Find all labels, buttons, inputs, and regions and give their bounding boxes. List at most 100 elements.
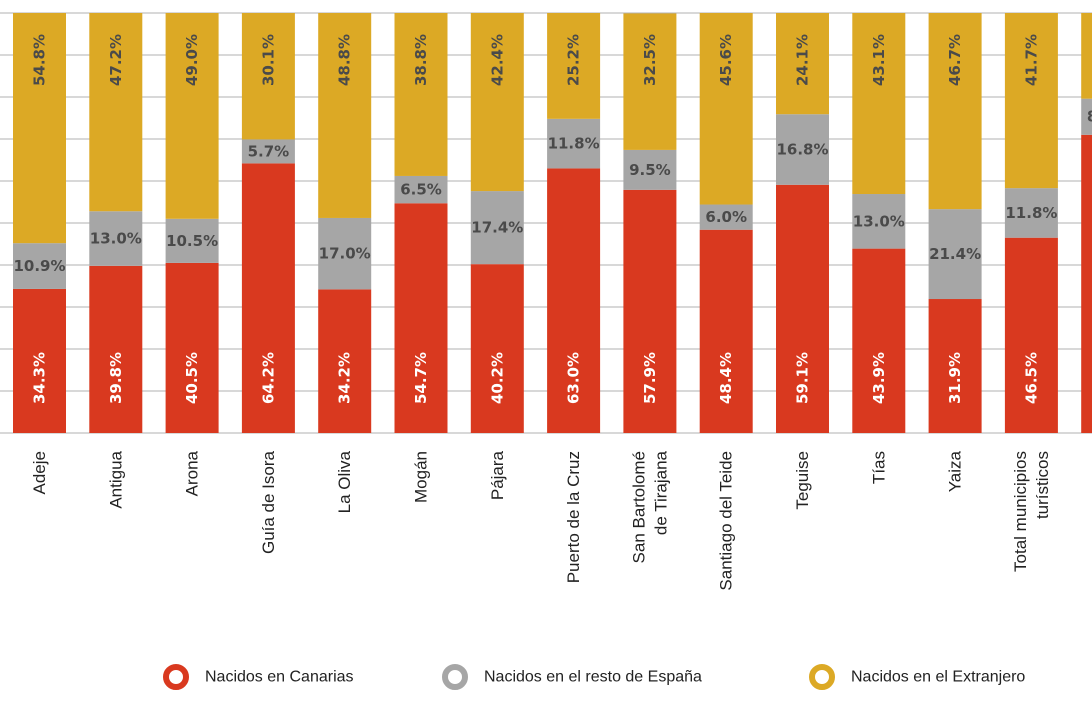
bar-value-label: 41.7% (1022, 34, 1040, 86)
bar-segment (470, 13, 524, 192)
bar-value-label: 46.7% (946, 34, 964, 86)
bar-segment (776, 184, 829, 433)
legend: Nacidos en Canarias Nacidos en el resto d… (163, 664, 1025, 690)
bar-segment (394, 203, 448, 433)
category-label: Pájara (488, 450, 507, 500)
bar-value-label: 43.1% (870, 34, 888, 86)
category-label: Mogán (412, 451, 431, 503)
category-label: Total municipios (1011, 451, 1030, 572)
legend-label: Nacidos en Canarias (205, 669, 354, 686)
bar-value-label: 47.2% (107, 34, 125, 86)
bar-segment (852, 13, 906, 195)
bar-value-label: 11.8% (548, 135, 600, 153)
bar-value-label: 39.8% (107, 352, 125, 404)
bar-segment (470, 191, 524, 265)
bar-segment (928, 13, 982, 210)
bar-segment (547, 168, 601, 433)
category-label: Puerto de la Cruz (564, 451, 583, 583)
bar-value-label: 6.5% (400, 181, 442, 199)
bar-value-label: 54.7% (412, 352, 430, 404)
bar-segment (1081, 134, 1092, 434)
bar-value-label: 34.3% (31, 352, 49, 404)
grid (0, 12, 1092, 434)
bar-value-label: 8.6% (1087, 108, 1092, 126)
bar-segment (699, 229, 753, 433)
bar-value-label: 38.8% (412, 34, 430, 86)
bar-segment (394, 175, 448, 204)
bar-value-label: 32.5% (641, 34, 659, 86)
bar-value-label: 10.5% (166, 232, 218, 250)
legend-marker (809, 664, 835, 690)
bar-segment (623, 13, 677, 150)
bar-segment (165, 13, 219, 219)
category-label: turísticos (1033, 451, 1052, 519)
bar-segment (1081, 98, 1092, 135)
bar-segment (318, 289, 372, 433)
bar-value-label: 24.1% (794, 34, 812, 86)
category-label: Tías (869, 451, 888, 484)
bar-value-label: 31.9% (946, 352, 964, 404)
bar-segment (165, 218, 219, 263)
bar-value-label: 30.1% (259, 34, 277, 86)
bar-value-label: 13.0% (853, 212, 905, 230)
bar-value-label: 25.2% (565, 34, 583, 86)
bar-value-label: 59.1% (794, 352, 812, 404)
bar-value-label: 16.8% (776, 141, 828, 159)
bar-value-label: 57.9% (641, 352, 659, 404)
bar-value-label: 11.8% (1005, 204, 1057, 222)
bar-segment (89, 211, 143, 266)
category-label: La Oliva (335, 450, 354, 513)
bar-value-label: 48.4% (717, 352, 735, 404)
bar-segment (623, 189, 677, 433)
bar-segment (13, 288, 66, 433)
bar-value-label: 9.5% (629, 161, 671, 179)
bar-segment (623, 149, 677, 190)
bar-segment (699, 13, 753, 205)
bar-segment (89, 265, 143, 433)
bar-segment (13, 13, 66, 244)
bar-segment (547, 118, 601, 169)
bar-segment (852, 248, 906, 433)
bar-segment (1004, 188, 1058, 238)
category-label: Antigua (106, 450, 125, 508)
category-label: Santiago del Teide (717, 451, 736, 591)
bar-segment (470, 264, 524, 433)
bar-segment (89, 13, 143, 212)
bar-value-label: 17.4% (471, 219, 523, 237)
bar-value-label: 17.0% (319, 245, 371, 263)
category-labels: Adeje Antigua Arona Guía de Isora La Oliva Mo… (30, 450, 1052, 591)
bar-segment (318, 13, 372, 218)
bar-segment (776, 13, 829, 115)
bar-value-label: 40.2% (488, 352, 506, 404)
bars: 34.3% 10.9% 54.8% 39.8% 13.0% 47.2% 40.5% 10.5%… (13, 13, 1092, 434)
bar-segment (1004, 237, 1058, 433)
bar-segment (928, 299, 982, 433)
category-label: de Tirajana (651, 450, 670, 535)
bar-segment (394, 13, 448, 176)
legend-label: Nacidos en el resto de España (484, 669, 702, 686)
bar-segment (13, 243, 66, 289)
bar-segment (165, 262, 219, 433)
bar-segment (1081, 13, 1092, 99)
bar-value-label: 13.0% (90, 230, 142, 248)
legend-marker (163, 664, 189, 690)
category-label: Teguise (793, 451, 812, 510)
bar-segment (241, 163, 295, 434)
category-label: Yaiza (946, 450, 965, 492)
bar-value-label: 54.8% (31, 34, 49, 86)
bar-segment (547, 13, 601, 119)
bar-value-label: 45.6% (717, 34, 735, 86)
bar-segment (1004, 13, 1058, 189)
bar-segment (852, 194, 906, 249)
bar-value-label: 40.5% (183, 352, 201, 404)
bar-segment (241, 13, 295, 140)
bar-value-label: 34.2% (336, 352, 354, 404)
category-label: Guía de Isora (259, 450, 278, 554)
bar-value-label: 6.0% (705, 208, 747, 226)
bar-value-label: 49.0% (183, 34, 201, 86)
legend-marker (442, 664, 468, 690)
bar-segment (776, 114, 829, 185)
bar-value-label: 43.9% (870, 352, 888, 404)
bar-segment (928, 209, 982, 300)
category-label: San Bartolomé (629, 451, 648, 563)
